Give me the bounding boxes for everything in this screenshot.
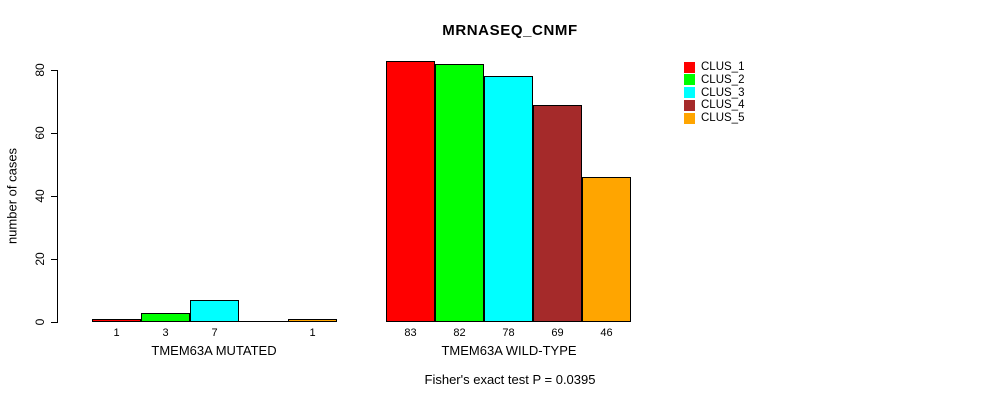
legend-label: CLUS_4 bbox=[701, 99, 745, 112]
bar-value-label: 7 bbox=[211, 327, 218, 339]
bar-value-label: 46 bbox=[600, 327, 613, 339]
legend-label: CLUS_1 bbox=[701, 61, 745, 73]
bar-clus_2-mutated bbox=[141, 313, 190, 322]
legend-label: CLUS_2 bbox=[701, 73, 745, 86]
group-label-wildtype: TMEM63A WILD-TYPE bbox=[441, 343, 577, 358]
y-axis-tick bbox=[51, 259, 58, 260]
bar-value-label: 69 bbox=[551, 327, 564, 339]
bar-clus_1-wildtype bbox=[386, 61, 435, 322]
bar-value-label: 82 bbox=[453, 327, 466, 339]
bar-clus_1-mutated bbox=[92, 319, 141, 322]
bar-value-label: 78 bbox=[502, 327, 515, 339]
legend-swatch-clus_2 bbox=[684, 74, 695, 86]
legend-item-clus_3: CLUS_3 bbox=[684, 87, 744, 99]
legend-label: CLUS_3 bbox=[701, 86, 745, 99]
legend-item-clus_2: CLUS_2 bbox=[684, 74, 744, 86]
bar-clus_3-wildtype bbox=[484, 76, 533, 322]
chart-title: MRNASEQ_CNMF bbox=[442, 22, 578, 39]
y-axis-tick-label: 60 bbox=[33, 126, 47, 140]
y-axis-tick-label: 40 bbox=[33, 189, 47, 203]
bar-clus_4-mutated bbox=[239, 321, 288, 322]
y-axis-tick bbox=[51, 322, 58, 323]
y-axis-label: number of cases bbox=[4, 147, 20, 245]
fisher-test-annotation: Fisher's exact test P = 0.0395 bbox=[424, 372, 596, 387]
y-axis-tick-label: 0 bbox=[33, 318, 47, 326]
bar-clus_3-mutated bbox=[190, 300, 239, 322]
bar-clus_2-wildtype bbox=[435, 64, 484, 322]
legend-item-clus_5: CLUS_5 bbox=[684, 112, 744, 124]
legend-swatch-clus_5 bbox=[684, 112, 695, 124]
legend-item-clus_4: CLUS_4 bbox=[684, 99, 744, 111]
bar-value-label: 1 bbox=[309, 327, 316, 339]
y-axis-tick-label: 20 bbox=[33, 252, 47, 266]
y-axis-tick bbox=[51, 70, 58, 71]
y-axis-tick bbox=[51, 196, 58, 197]
bar-value-label: 83 bbox=[404, 327, 417, 339]
legend: CLUS_1 CLUS_2 CLUS_3 CLUS_4 CLUS_5 bbox=[684, 61, 804, 127]
bar-clus_5-wildtype bbox=[582, 177, 631, 322]
bar-value-label: 1 bbox=[113, 327, 120, 339]
bar-clus_5-mutated bbox=[288, 319, 337, 322]
legend-swatch-clus_3 bbox=[684, 87, 695, 98]
bar-clus_4-wildtype bbox=[533, 105, 582, 322]
legend-swatch-clus_1 bbox=[684, 61, 695, 73]
legend-item-clus_1: CLUS_1 bbox=[684, 61, 744, 73]
y-axis-tick bbox=[51, 133, 58, 134]
y-axis-tick-label: 80 bbox=[33, 63, 47, 77]
group-label-mutated: TMEM63A MUTATED bbox=[151, 343, 277, 358]
legend-swatch-clus_4 bbox=[684, 99, 695, 111]
bar-value-label: 3 bbox=[162, 327, 169, 339]
legend-label: CLUS_5 bbox=[701, 112, 745, 124]
